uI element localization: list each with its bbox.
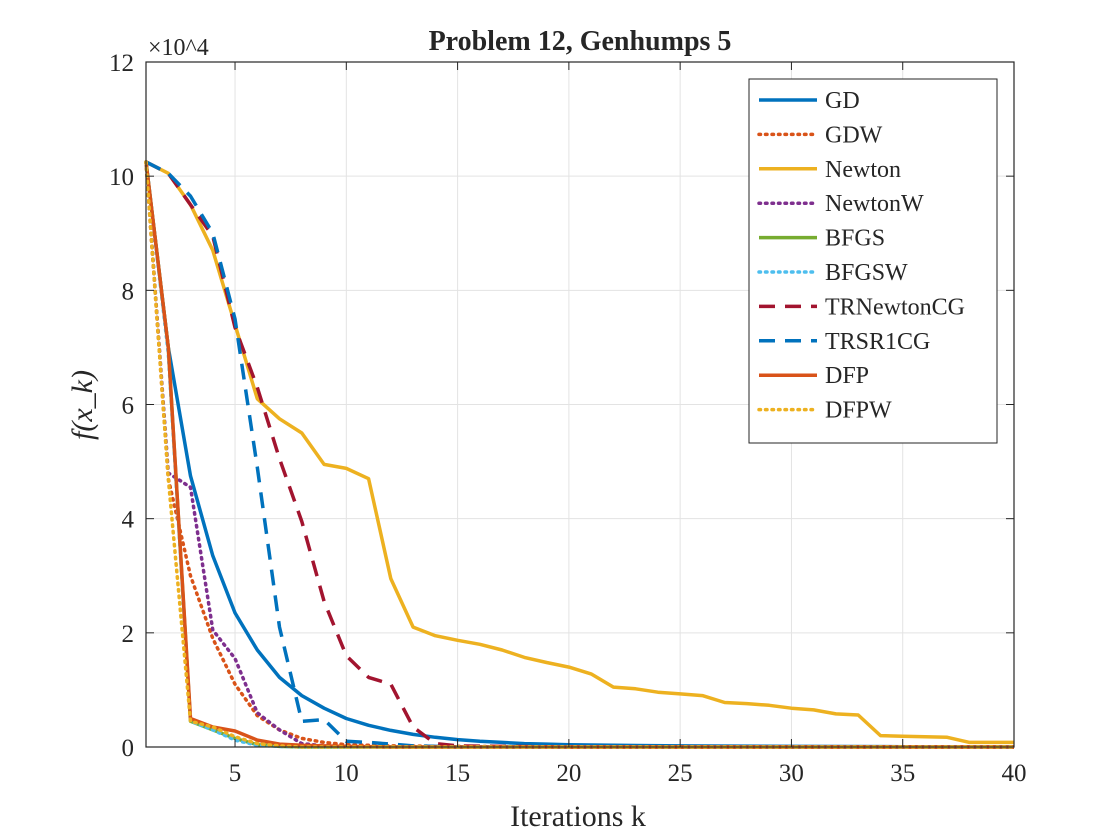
x-tick-label: 25 <box>668 760 693 787</box>
y-tick-label: 8 <box>122 278 135 305</box>
y-tick-label: 0 <box>122 735 135 762</box>
legend-label-dfpw: DFPW <box>825 398 892 424</box>
legend-label-newton: Newton <box>825 157 901 183</box>
legend-label-gd: GD <box>825 88 860 114</box>
x-tick-label: 40 <box>1002 760 1027 787</box>
legend: GD GDW Newton NewtonW BFGS BFGSW TRNewtonCG TRS… <box>748 78 998 444</box>
legend-label-trsr1cg: TRSR1CG <box>825 329 930 355</box>
y-exponent-label: ×10^4 <box>148 35 209 61</box>
x-tick-label: 10 <box>334 760 359 787</box>
x-tick-label: 30 <box>779 760 804 787</box>
x-tick-label: 15 <box>445 760 470 787</box>
legend-label-trnewtoncg: TRNewtonCG <box>825 294 965 320</box>
y-tick-label: 10 <box>109 164 134 191</box>
chart-title: Problem 12, Genhumps 5 <box>429 26 732 57</box>
legend-label-bfgs: BFGS <box>825 226 885 252</box>
x-axis-label: Iterations k <box>510 800 646 833</box>
legend-label-dfp: DFP <box>825 363 869 389</box>
legend-label-gdw: GDW <box>825 122 883 148</box>
x-tick-label: 35 <box>890 760 915 787</box>
x-tick-label: 5 <box>229 760 242 787</box>
y-tick-label: 6 <box>122 393 135 420</box>
series-line-newton <box>145 160 1014 745</box>
y-axis-label: f(x_k) <box>66 370 99 440</box>
y-tick-label: 12 <box>109 50 134 77</box>
legend-label-newtonw: NewtonW <box>825 191 924 217</box>
y-tick-label: 4 <box>122 507 135 534</box>
y-tick-label: 2 <box>122 621 135 648</box>
axis-ticks: 5 10 15 20 25 30 35 40 0 2 4 6 8 10 12 <box>109 50 1027 787</box>
legend-box <box>748 78 998 444</box>
legend-label-bfgsw: BFGSW <box>825 260 908 286</box>
x-tick-label: 20 <box>556 760 581 787</box>
